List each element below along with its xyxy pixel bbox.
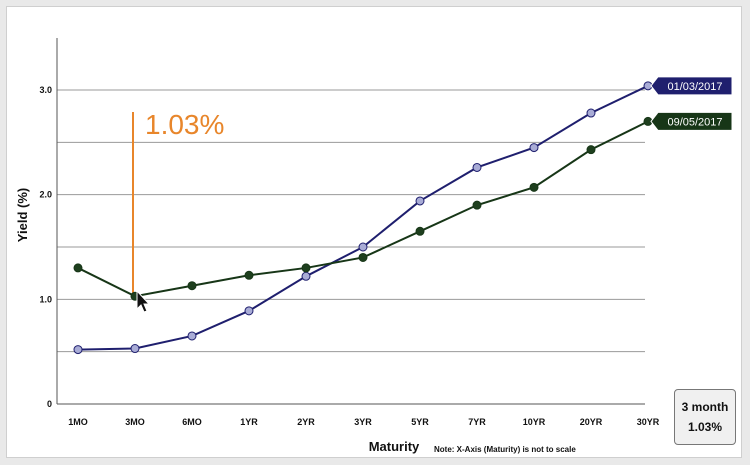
data-point <box>415 226 425 236</box>
y-tick-label: 2.0 <box>39 190 52 200</box>
data-point <box>301 271 311 281</box>
y-tick-label: 0 <box>47 399 52 409</box>
data-point <box>529 143 539 153</box>
annotation: 1.03% <box>132 109 224 297</box>
y-tick-labels: 0 1.0 2.0 3.0 <box>39 85 52 409</box>
data-point <box>472 200 482 210</box>
legend-text: 09/05/2017 <box>667 116 722 128</box>
data-point <box>187 281 197 291</box>
legend-text: 01/03/2017 <box>667 81 722 93</box>
data-point <box>73 345 83 355</box>
x-tick-label: 1YR <box>240 417 258 427</box>
legend: 01/03/2017 09/05/2017 <box>650 76 733 131</box>
x-tick-label: 30YR <box>637 417 660 427</box>
data-point <box>472 162 482 172</box>
x-tick-label: 3YR <box>354 417 372 427</box>
data-point <box>244 270 254 280</box>
x-tick-label: 1MO <box>68 417 88 427</box>
x-tick-label: 10YR <box>523 417 546 427</box>
hover-tooltip: 3 month 1.03% <box>674 389 736 445</box>
data-point <box>130 344 140 354</box>
data-point <box>301 263 311 273</box>
legend-label-2: 09/05/2017 <box>650 111 733 131</box>
y-axis-title: Yield (%) <box>15 188 30 242</box>
data-point <box>586 145 596 155</box>
x-tick-label: 3MO <box>125 417 145 427</box>
data-point <box>415 196 425 206</box>
data-point <box>529 182 539 192</box>
series-1 <box>73 81 653 355</box>
axis-note: Note: X-Axis (Maturity) is not to scale <box>434 445 576 454</box>
x-tick-label: 5YR <box>411 417 429 427</box>
series-lines <box>73 81 653 355</box>
data-point <box>73 263 83 273</box>
legend-label-1: 01/03/2017 <box>650 76 733 96</box>
data-point <box>187 331 197 341</box>
legend-tag <box>650 76 733 96</box>
legend-tag <box>650 111 733 131</box>
x-tick-labels: 1MO 3MO 6MO 1YR 2YR 3YR 5YR 7YR 10YR 20YR 30YR <box>68 417 660 427</box>
mouse-cursor-icon <box>136 289 151 313</box>
data-point <box>358 242 368 252</box>
data-point <box>586 108 596 118</box>
tooltip-maturity: 3 month <box>681 400 729 414</box>
x-axis-title: Maturity <box>369 439 420 454</box>
x-tick-label: 2YR <box>297 417 315 427</box>
y-tick-label: 3.0 <box>39 85 52 95</box>
x-tick-label: 7YR <box>468 417 486 427</box>
tooltip-value: 1.03% <box>687 420 723 434</box>
data-point <box>244 306 254 316</box>
x-tick-label: 20YR <box>580 417 603 427</box>
gridlines <box>56 38 645 405</box>
annotation-label: 1.03% <box>145 109 224 140</box>
plot-area <box>57 38 645 404</box>
data-point <box>358 252 368 262</box>
x-tick-label: 6MO <box>182 417 202 427</box>
y-tick-label: 1.0 <box>39 294 52 304</box>
